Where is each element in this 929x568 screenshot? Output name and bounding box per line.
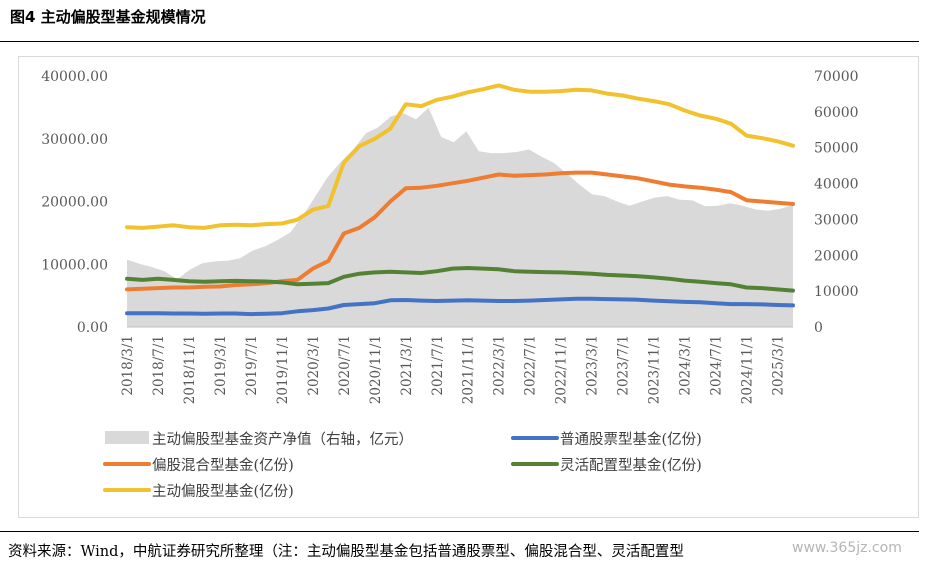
- y-right-tick-label: 40000: [814, 177, 859, 193]
- x-tick-label: 2021/3/1: [399, 335, 415, 396]
- x-tick-label: 2018/3/1: [120, 335, 136, 396]
- series-line-4: [125, 83, 795, 230]
- y-left-tick-label: 10000.00: [41, 257, 108, 273]
- area-net-asset-value: [127, 107, 793, 327]
- x-tick-label: 2023/11/1: [647, 335, 663, 404]
- x-tick-label: 2020/3/1: [306, 335, 322, 396]
- x-tick-label: 2021/11/1: [461, 335, 477, 404]
- figure-title: 图4 主动偏股型基金规模情况: [10, 8, 206, 26]
- x-tick-label: 2020/7/1: [337, 335, 353, 396]
- y-right-tick-label: 50000: [814, 141, 859, 157]
- watermark: www.365jz.com: [792, 540, 902, 556]
- legend-swatch-area: [105, 431, 149, 444]
- x-tick-label: 2022/11/1: [554, 335, 570, 404]
- y-right-tick-label: 10000: [814, 284, 859, 300]
- x-tick-label: 2020/11/1: [368, 335, 384, 404]
- y-left-tick-label: 40000.00: [41, 69, 108, 85]
- x-tick-label: 2025/3/1: [771, 335, 787, 396]
- legend-label-1: 主动偏股型基金资产净值（右轴，亿元）: [152, 431, 413, 448]
- legend-label-3: 偏股混合型基金(亿份): [152, 457, 294, 474]
- x-tick-label: 2018/7/1: [151, 335, 167, 396]
- source-rule: [0, 531, 919, 532]
- x-tick-label: 2023/3/1: [585, 335, 601, 396]
- y-left-tick-label: 30000.00: [41, 132, 108, 148]
- legend-label-5: 主动偏股型基金(亿份): [152, 483, 294, 500]
- x-tick-label: 2024/3/1: [678, 335, 694, 396]
- x-tick-label: 2022/3/1: [492, 335, 508, 396]
- series-line-3: [125, 266, 795, 293]
- x-tick-label: 2021/7/1: [430, 335, 446, 396]
- source-note: 资料来源：Wind，中航证券研究所整理（注：主动偏股型基金包括普通股票型、偏股混…: [8, 544, 684, 560]
- x-tick-label: 2024/7/1: [709, 335, 725, 396]
- legend-label-2: 普通股票型基金(亿份): [560, 431, 702, 448]
- x-tick-label: 2023/7/1: [616, 335, 632, 396]
- legend-label-4: 灵活配置型基金(亿份): [560, 457, 702, 474]
- y-right-tick-label: 0: [814, 320, 823, 336]
- y-left-tick-label: 20000.00: [41, 195, 108, 211]
- x-tick-label: 2019/7/1: [244, 335, 260, 396]
- y-right-tick-label: 30000: [814, 212, 859, 228]
- y-right-tick-label: 20000: [814, 248, 859, 264]
- y-right-tick-label: 70000: [814, 69, 859, 85]
- x-tick-label: 2019/11/1: [275, 335, 291, 404]
- x-tick-label: 2019/3/1: [213, 335, 229, 396]
- series-line-1: [125, 296, 795, 317]
- title-rule: [0, 41, 919, 42]
- y-right-tick-label: 60000: [814, 105, 859, 121]
- y-left-tick-label: 0.00: [77, 320, 108, 336]
- x-tick-label: 2022/7/1: [523, 335, 539, 396]
- x-tick-label: 2024/11/1: [740, 335, 756, 404]
- x-tick-label: 2018/11/1: [182, 335, 198, 404]
- series-line-2: [125, 170, 795, 292]
